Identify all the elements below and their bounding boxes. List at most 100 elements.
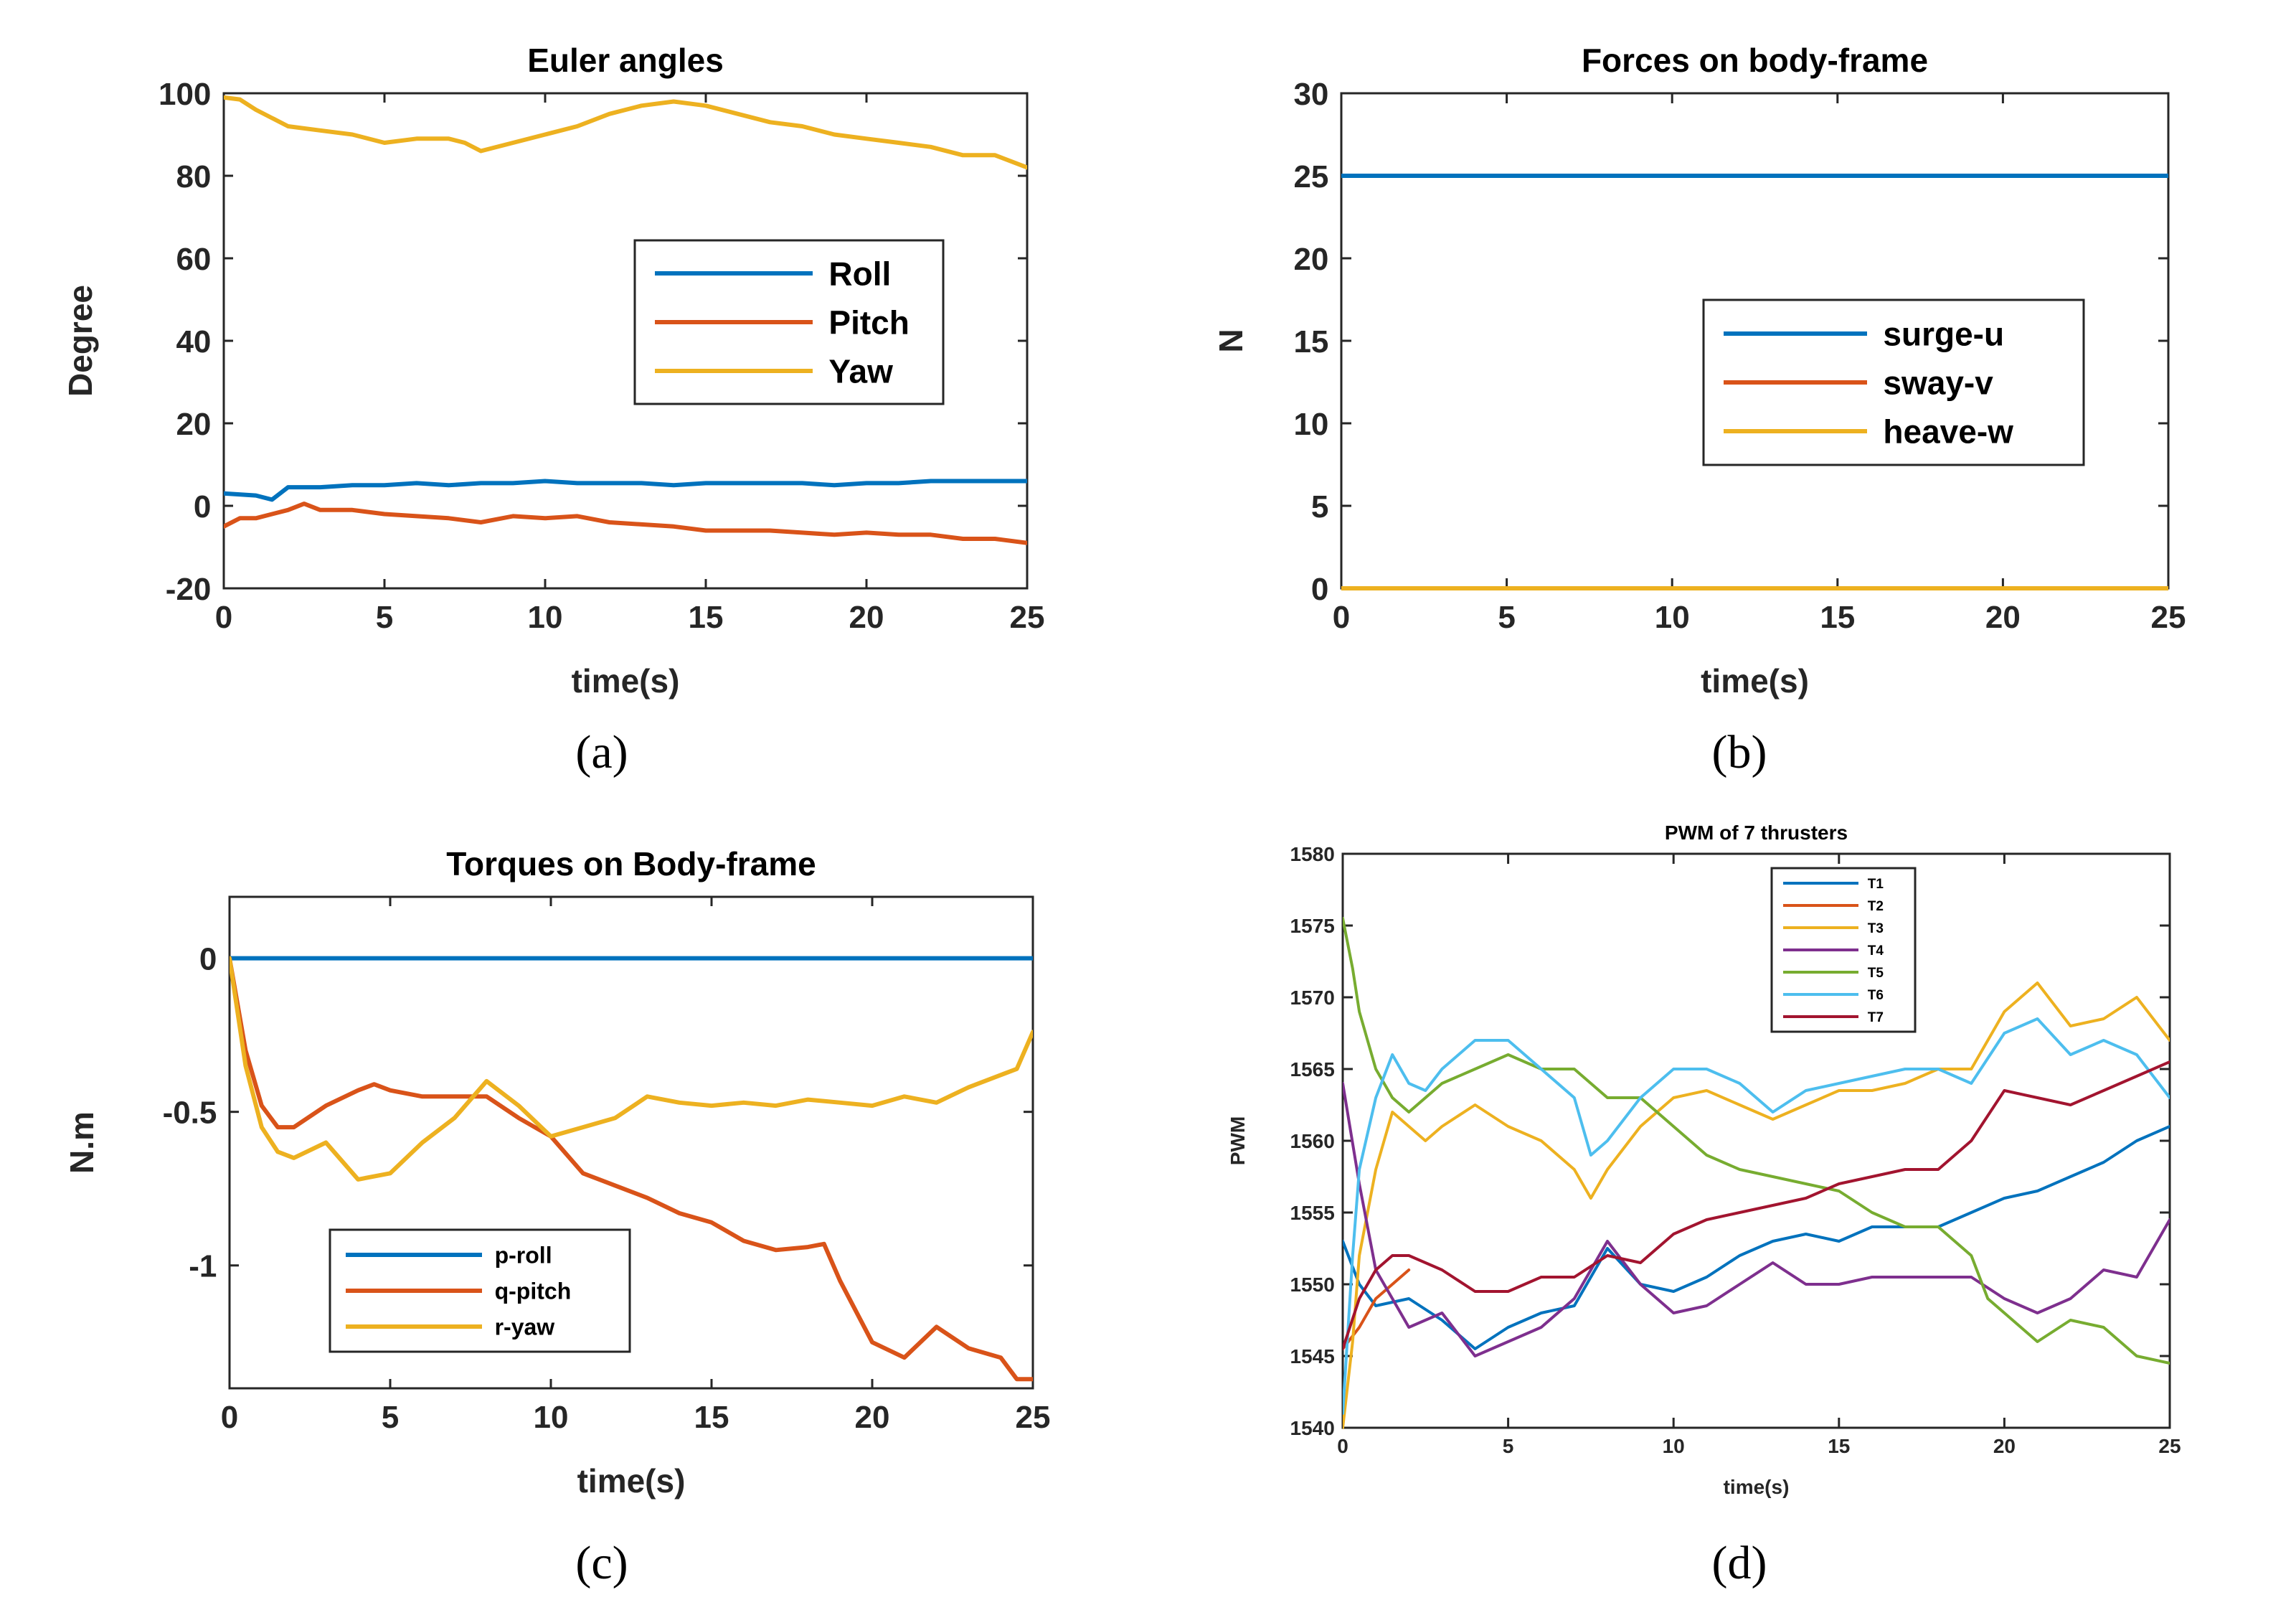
legend-label: T2: [1868, 899, 1884, 914]
y-tick-label: 1545: [1290, 1345, 1335, 1367]
panel-c: 0 5 10 15 20 25 -1 -0.5 0 Torques on Body-frame ti…: [63, 845, 1050, 1589]
legend-label: T1: [1868, 877, 1884, 892]
x-tick-label: 25: [2151, 600, 2186, 635]
x-tick-label: 10: [534, 1400, 569, 1435]
caption-b: (b): [1712, 726, 1767, 778]
y-axis-label: PWM: [1227, 1116, 1249, 1165]
x-tick-label: 15: [694, 1400, 729, 1435]
legend: T1 T2 T3 T4 T5 T6 T7: [1770, 867, 1917, 1033]
series-group: [1341, 174, 2168, 590]
y-tick-label: 1565: [1290, 1058, 1335, 1081]
x-tick-label: 15: [1820, 600, 1855, 635]
y-tick-label: 5: [1311, 489, 1328, 524]
panel-d: 0 5 10 15 20 25 1540 1545 1550 1555 1560 1565 1570 15…: [1227, 822, 2181, 1589]
y-tick-label: 20: [1293, 242, 1328, 277]
y-axis-label: Degree: [62, 285, 99, 397]
y-tick-label: 100: [159, 77, 211, 112]
y-tick-label: 40: [176, 324, 211, 359]
y-tick-label: 0: [194, 489, 211, 524]
legend-label: Yaw: [828, 353, 893, 390]
series-line-roll: [224, 479, 1027, 502]
series-line-t7: [1343, 1060, 2170, 1350]
y-tick-label: 0: [1311, 572, 1328, 607]
series-line-t6: [1343, 1017, 2170, 1415]
series-group: [230, 956, 1033, 1382]
x-tick-label: 20: [855, 1400, 890, 1435]
series-line-t1: [1343, 1125, 2170, 1350]
y-tick-label: 1575: [1290, 915, 1335, 937]
series-line-t4: [1343, 1082, 2170, 1357]
y-tick-label: 1570: [1290, 987, 1335, 1009]
x-axis-label: time(s): [1724, 1476, 1790, 1498]
panel-b-plot-area: 0 5 10 15 20 25 0 5 10 15 20 25 30 Forces on body-fra…: [1212, 42, 2186, 700]
legend: surge-u sway-v heave-w: [1702, 298, 2085, 466]
x-tick-label: 0: [1333, 600, 1350, 635]
x-tick-label: 15: [689, 600, 724, 635]
legend-label: sway-v: [1883, 364, 1993, 402]
caption-d: (d): [1712, 1537, 1767, 1589]
series-line-q-pitch: [230, 956, 1033, 1382]
x-tick-label: 10: [1655, 600, 1690, 635]
legend-label: q-pitch: [495, 1279, 572, 1304]
x-tick-label: 25: [1010, 600, 1045, 635]
y-tick-label: -1: [189, 1249, 217, 1284]
x-tick-label: 10: [528, 600, 563, 635]
series-line-yaw: [224, 95, 1027, 170]
series-line-r-yaw: [230, 956, 1033, 1182]
x-tick-label: 0: [1337, 1435, 1348, 1457]
x-tick-label: 20: [1993, 1435, 2016, 1457]
x-tick-label: 5: [1503, 1435, 1514, 1457]
y-tick-label: 80: [176, 159, 211, 194]
caption-c: (c): [575, 1537, 628, 1589]
y-tick-label: 10: [1293, 407, 1328, 442]
x-tick-label: 25: [1016, 1400, 1051, 1435]
plot-frame: [1341, 852, 2171, 1429]
x-tick-label: 20: [1985, 600, 2021, 635]
series-group: [224, 95, 1027, 545]
y-tick-label: 1560: [1290, 1130, 1335, 1152]
legend-label: heave-w: [1883, 413, 2013, 451]
legend-label: Pitch: [828, 304, 909, 342]
panel-b: 0 5 10 15 20 25 0 5 10 15 20 25 30 Forces on body-fra…: [1212, 42, 2186, 778]
y-tick-label: 0: [199, 941, 217, 976]
chart-title: Forces on body-frame: [1582, 42, 1928, 79]
series-group: [1343, 917, 2170, 1429]
x-axis-label: time(s): [1701, 662, 1809, 700]
x-tick-label: 15: [1828, 1435, 1850, 1457]
legend-label: T3: [1868, 921, 1884, 936]
y-tick-label: 15: [1293, 324, 1328, 359]
legend-label: r-yaw: [495, 1314, 555, 1340]
y-axis-label: N.m: [63, 1111, 100, 1174]
legend-label: T7: [1868, 1010, 1884, 1025]
chart-title: PWM of 7 thrusters: [1665, 822, 1848, 844]
y-tick-label: 30: [1293, 77, 1328, 112]
x-tick-label: 5: [382, 1400, 399, 1435]
legend: p-roll q-pitch r-yaw: [329, 1228, 631, 1353]
y-tick-label: 1555: [1290, 1202, 1335, 1224]
x-tick-label: 5: [376, 600, 393, 635]
x-tick-label: 25: [2158, 1435, 2181, 1457]
chart-title: Torques on Body-frame: [446, 845, 816, 882]
series-line-t3: [1343, 981, 2170, 1429]
x-axis-label: time(s): [572, 662, 680, 700]
legend-label: T4: [1868, 943, 1884, 959]
caption-a: (a): [575, 726, 628, 778]
x-tick-label: 20: [849, 600, 884, 635]
y-tick-label: -20: [166, 572, 212, 607]
series-line-pitch: [224, 502, 1027, 545]
x-axis-label: time(s): [577, 1462, 686, 1500]
legend-label: T6: [1868, 988, 1884, 1003]
panel-c-plot-area: 0 5 10 15 20 25 -1 -0.5 0 Torques on Body-frame ti…: [63, 845, 1050, 1500]
chart-title: Euler angles: [527, 42, 724, 79]
y-tick-label: 60: [176, 242, 211, 277]
legend-label: surge-u: [1883, 316, 2004, 353]
legend-label: T5: [1868, 966, 1884, 981]
legend: Roll Pitch Yaw: [633, 239, 945, 405]
y-axis-label: N: [1212, 329, 1249, 352]
legend-label: p-roll: [495, 1243, 552, 1268]
y-tick-label: -0.5: [163, 1096, 217, 1131]
panel-d-plot-area: 0 5 10 15 20 25 1540 1545 1550 1555 1560 1565 1570 15…: [1227, 822, 2181, 1498]
